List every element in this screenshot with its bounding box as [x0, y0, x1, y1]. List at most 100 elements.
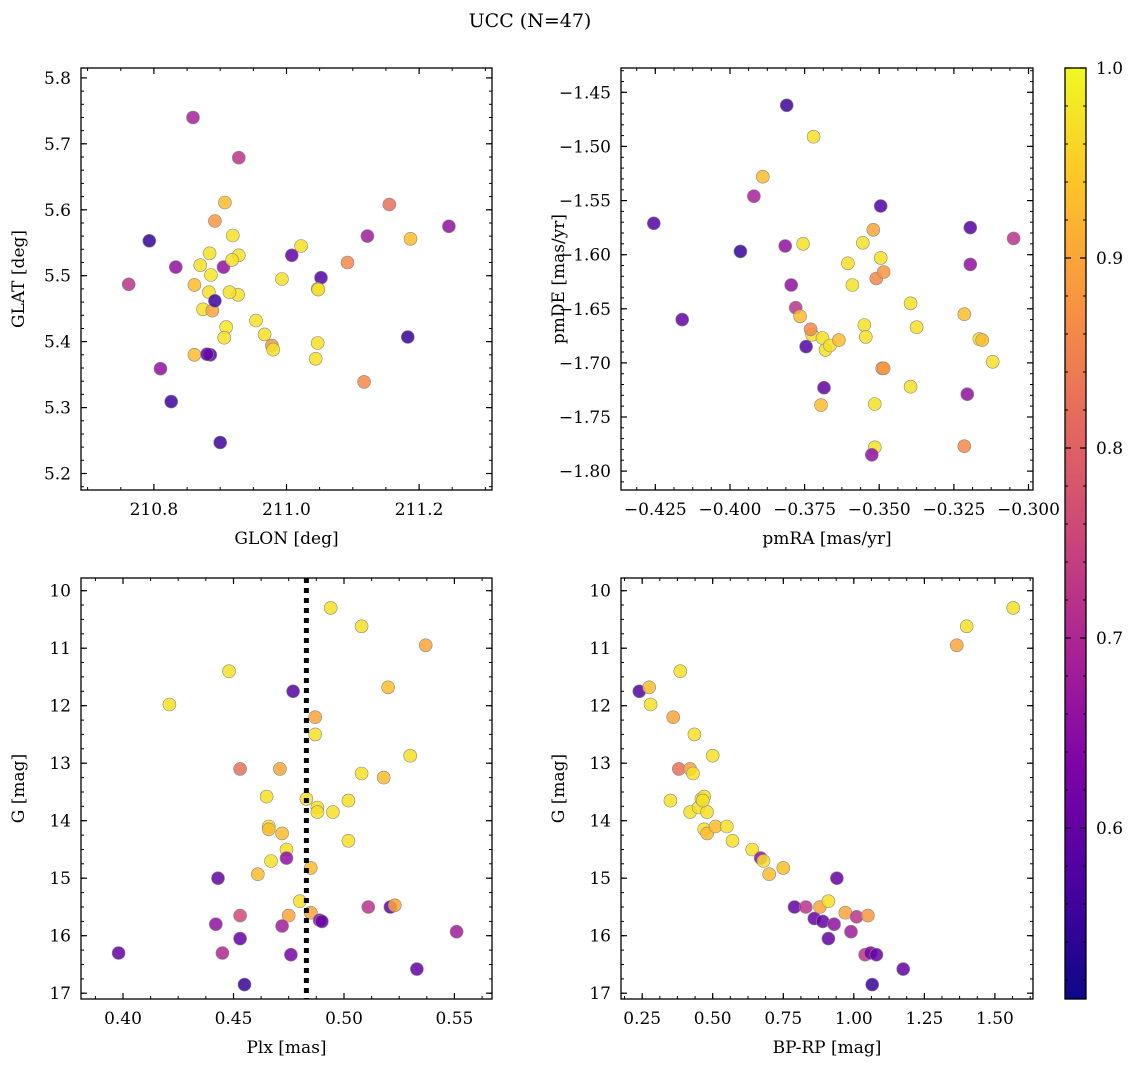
data-point: [963, 257, 978, 272]
y-tick-label: 16: [49, 927, 71, 947]
data-point: [1006, 601, 1021, 615]
y-tick-label: −1.45: [559, 83, 611, 103]
data-point: [798, 900, 813, 914]
data-point: [266, 342, 281, 357]
data-point: [799, 339, 813, 354]
data-point: [869, 947, 884, 962]
figure-title: UCC (N=47): [469, 10, 592, 32]
colorbar-tick-label: 0.6: [1096, 819, 1123, 839]
data-point: [275, 272, 289, 286]
panel-glon-glat: 210.8 211.0 211.2 5.2 5.3 5.4 5.5 5.6 5.7 5.8 GLON…: [9, 67, 493, 549]
data-point: [858, 330, 873, 344]
x-tick-label: 0.50: [325, 1009, 363, 1029]
data-point: [949, 638, 964, 653]
x-tick-label: −0.425: [624, 500, 687, 520]
y-tick-label: 12: [49, 697, 71, 717]
data-point: [357, 375, 371, 389]
data-point: [233, 762, 247, 776]
y-tick-label: −1.60: [559, 246, 611, 266]
data-point: [284, 248, 299, 263]
data-point: [279, 851, 294, 865]
data-point: [695, 793, 710, 808]
x-tick-label: −0.325: [922, 500, 985, 520]
data-point: [700, 805, 714, 819]
data-point: [215, 946, 230, 960]
data-point: [779, 98, 794, 113]
data-point: [237, 977, 252, 992]
data-point: [855, 236, 870, 250]
y-tick-label: 15: [49, 869, 71, 889]
data-point: [784, 278, 799, 292]
data-point: [354, 766, 369, 781]
colorbar-tick-label: 0.8: [1096, 439, 1123, 459]
data-point: [985, 354, 1000, 369]
y-tick-label: −1.50: [559, 137, 611, 157]
y-tick-label: −1.55: [559, 192, 611, 212]
x-tick-label: 0.55: [435, 1009, 473, 1029]
y-tick-label: 11: [49, 639, 71, 659]
y-tick-label: 17: [589, 984, 611, 1004]
data-point: [796, 237, 810, 251]
data-point: [814, 398, 828, 412]
data-point: [164, 394, 178, 409]
y-tick-label: −1.75: [559, 408, 611, 428]
data-point: [410, 962, 424, 976]
data-point: [849, 909, 864, 924]
data-point: [121, 277, 136, 292]
y-tick-label: 12: [589, 697, 611, 717]
data-point: [663, 793, 678, 808]
data-point: [418, 638, 433, 653]
data-point: [186, 110, 200, 125]
data-point: [187, 347, 202, 362]
panel-plx-g: 0.40 0.45 0.50 0.55 10 11 12 13 14 15 16 17 Plx [mas…: [9, 577, 493, 1058]
data-point: [725, 833, 740, 848]
data-point: [403, 748, 418, 763]
y-axis-label: G [mag]: [549, 754, 569, 823]
colorbar-tick-label: 1.0: [1096, 59, 1123, 79]
y-axis-label: GLAT [deg]: [9, 230, 29, 328]
data-point: [957, 439, 972, 454]
data-point: [261, 822, 276, 837]
data-point: [844, 924, 858, 939]
data-point: [642, 680, 657, 695]
data-point: [217, 330, 231, 345]
panel-bprp-g: 0.25 0.50 0.75 1.00 1.25 1.50 10 11 12 13 14 15 16 17…: [549, 577, 1034, 1058]
data-point: [442, 219, 456, 234]
y-tick-label: 5.6: [44, 201, 71, 221]
y-tick-label: 15: [589, 869, 611, 889]
data-point: [857, 318, 872, 332]
x-tick-label: 1.00: [835, 1009, 873, 1029]
data-point: [793, 309, 807, 324]
data-point: [308, 351, 323, 366]
data-point: [200, 347, 214, 362]
data-point: [841, 256, 855, 271]
data-point: [222, 285, 237, 300]
data-point: [281, 908, 296, 923]
y-tick-label: 14: [589, 812, 611, 832]
y-axis-label: pmDE [mas/yr]: [549, 214, 569, 344]
data-point: [666, 710, 681, 725]
y-tick-label: −1.80: [559, 462, 611, 482]
data-point: [315, 914, 329, 929]
y-tick-label: 5.4: [44, 333, 71, 353]
y-tick-label: 5.8: [44, 69, 71, 89]
data-point: [308, 727, 323, 742]
data-point: [861, 908, 875, 923]
data-point: [204, 268, 218, 282]
data-point: [187, 278, 202, 292]
data-point: [873, 199, 888, 213]
data-point: [903, 296, 918, 311]
data-point: [202, 246, 217, 261]
y-tick-label: 11: [589, 639, 611, 659]
y-tick-label: 13: [49, 754, 71, 774]
data-point: [233, 908, 247, 923]
data-point: [381, 680, 395, 695]
data-point: [733, 244, 748, 259]
data-point: [963, 220, 978, 235]
data-point: [286, 684, 300, 699]
data-point: [387, 898, 402, 913]
data-point: [866, 223, 881, 237]
data-point: [959, 619, 974, 634]
data-point: [275, 919, 289, 933]
